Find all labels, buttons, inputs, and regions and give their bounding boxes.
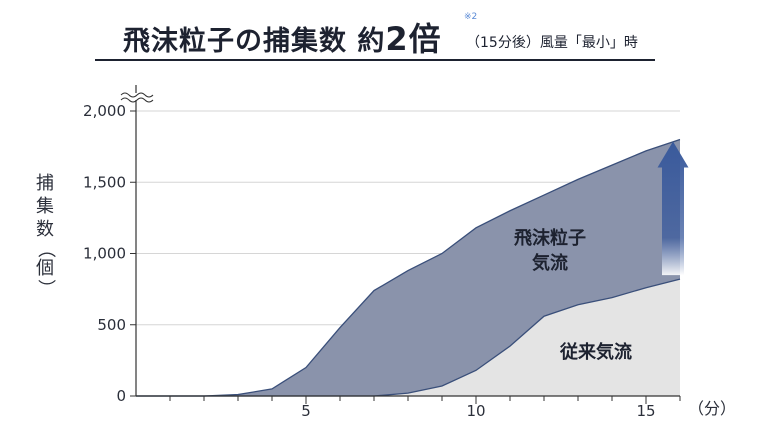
series-label-conventional: 従来気流 (559, 341, 632, 363)
axis-break-mark (120, 92, 154, 98)
series-label-hiyaku: 気流 (532, 252, 568, 274)
x-tick-label: 15 (636, 402, 655, 420)
axis-break-gap (122, 93, 150, 100)
increase-arrow (657, 141, 689, 276)
axis-break-mark (120, 97, 154, 103)
y-tick-label: 1,000 (83, 245, 126, 263)
chart-subtitle: （15分後）風量「最小」時 (466, 35, 638, 51)
y-tick-label: 500 (97, 316, 126, 334)
y-axis-label: 捕 集 数 （ 個 ） (34, 172, 56, 297)
footnote-marker: ※2 (464, 12, 478, 22)
chart-title-block: 飛沫粒子の捕集数 約2倍 ※2 （15分後）風量「最小」時 (95, 8, 655, 58)
y-tick-label: 2,000 (83, 102, 126, 120)
chart-title-text: 飛沫粒子の捕集数 約 (123, 26, 386, 57)
y-axis-label-char: 数 (36, 219, 54, 240)
title-underline (95, 59, 655, 61)
x-tick-label: 5 (301, 402, 311, 420)
y-axis-label-char: 集 (36, 196, 54, 217)
y-tick-label: 0 (116, 387, 126, 405)
x-tick-label: 10 (466, 402, 485, 420)
chart-title-emphasis: 2倍 (385, 20, 442, 58)
y-axis-label-char: 捕 (36, 173, 54, 194)
series-line-hiyaku (136, 138, 681, 397)
y-tick-label: 1,500 (83, 173, 126, 191)
series-area-conventional (136, 279, 680, 396)
chart-title: 飛沫粒子の捕集数 約2倍 (123, 14, 442, 60)
x-axis-unit: （分） (688, 399, 737, 418)
series-label-hiyaku: 飛沫粒子 (514, 227, 586, 249)
y-axis-label-char: 個 (36, 258, 54, 279)
